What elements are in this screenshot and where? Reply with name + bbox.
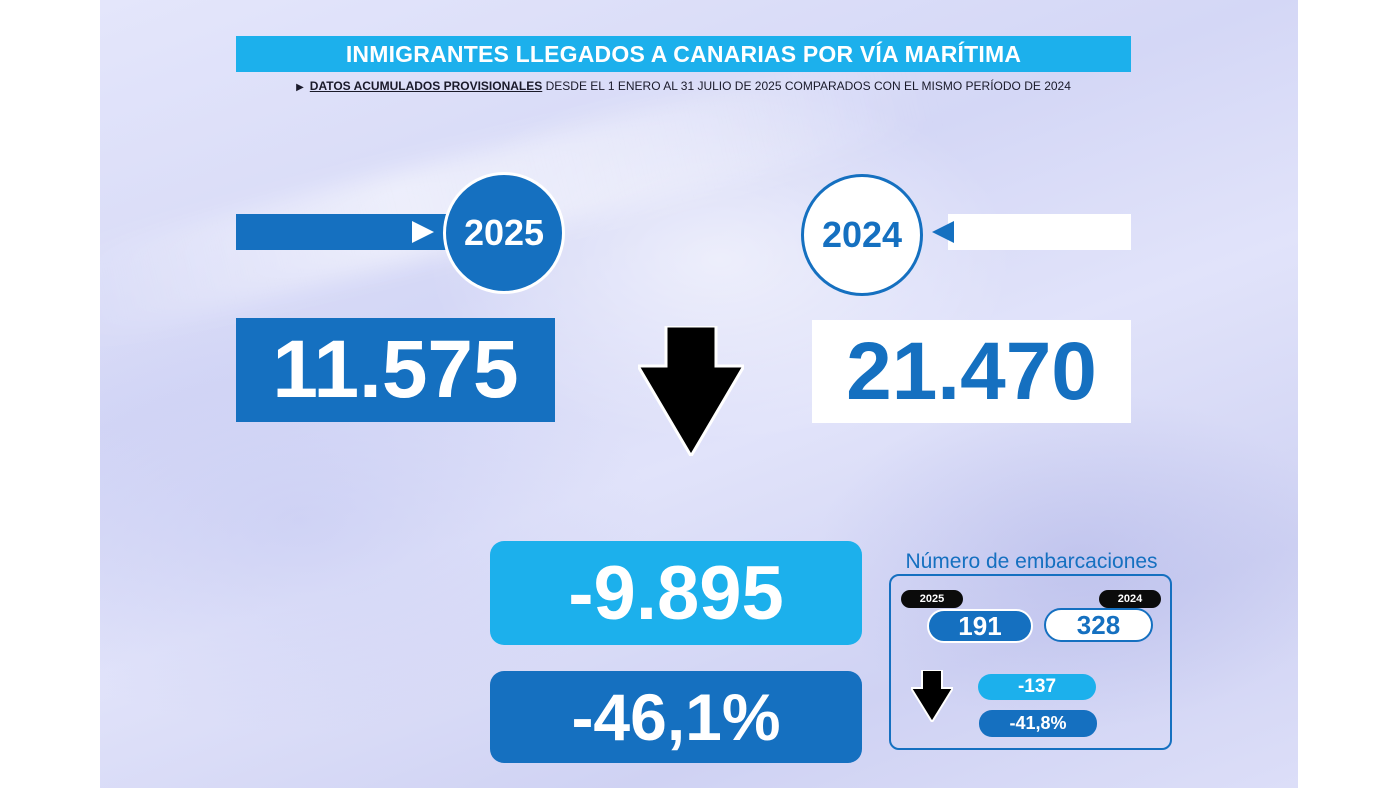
value-2025-box: 11.575 <box>236 318 555 422</box>
value-2024-box: 21.470 <box>812 320 1131 423</box>
title-text: INMIGRANTES LLEGADOS A CANARIAS POR VÍA … <box>345 40 1022 67</box>
boats-year-2024-label: 2024 <box>1117 593 1143 605</box>
boats-difference: -137 <box>1017 676 1057 697</box>
value-2024: 21.470 <box>846 325 1097 417</box>
boats-2024-pill: 328 <box>1044 608 1153 642</box>
year-2025-circle: 2025 <box>443 172 565 294</box>
infographic-slide: INMIGRANTES LLEGADOS A CANARIAS POR VÍA … <box>100 0 1298 788</box>
boats-percent: -41,8% <box>1009 713 1067 733</box>
boats-percent-pill: -41,8% <box>979 710 1097 737</box>
left-pointer-icon <box>932 221 954 243</box>
boats-title: Número de embarcaciones <box>905 550 1158 573</box>
boats-year-2024-tag: 2024 <box>1099 590 1161 608</box>
subtitle-rest: DESDE EL 1 ENERO AL 31 JULIO DE 2025 COM… <box>545 79 1071 93</box>
title-banner: INMIGRANTES LLEGADOS A CANARIAS POR VÍA … <box>236 36 1131 72</box>
difference-absolute: -9.895 <box>568 550 784 636</box>
difference-percent-box: -46,1% <box>490 671 862 763</box>
boats-year-2025-tag: 2025 <box>901 590 963 608</box>
difference-percent: -46,1% <box>571 680 781 754</box>
year-2024-label: 2024 <box>821 214 903 255</box>
right-pointer-icon <box>412 221 434 243</box>
year-2024-circle: 2024 <box>801 174 923 296</box>
boats-difference-pill: -137 <box>978 674 1096 700</box>
boats-2024-value: 328 <box>1076 609 1121 640</box>
down-arrow-icon <box>638 326 744 456</box>
year-2024-bar <box>948 214 1131 250</box>
boats-year-2025-label: 2025 <box>919 593 945 605</box>
boats-2025-pill: 191 <box>927 609 1033 643</box>
subtitle-emphasis: DATOS ACUMULADOS PROVISIONALES <box>309 79 543 93</box>
subtitle: ▶ DATOS ACUMULADOS PROVISIONALES DESDE EL… <box>236 79 1131 93</box>
boats-panel: 2025 2024 191 328 -137 -41,8% <box>889 574 1172 750</box>
boats-2025-value: 191 <box>958 610 1002 641</box>
value-2025: 11.575 <box>272 324 519 415</box>
small-down-arrow-icon <box>911 670 953 722</box>
bullet-triangle-icon: ▶ <box>296 82 304 93</box>
year-2025-label: 2025 <box>463 212 545 253</box>
difference-absolute-box: -9.895 <box>490 541 862 645</box>
